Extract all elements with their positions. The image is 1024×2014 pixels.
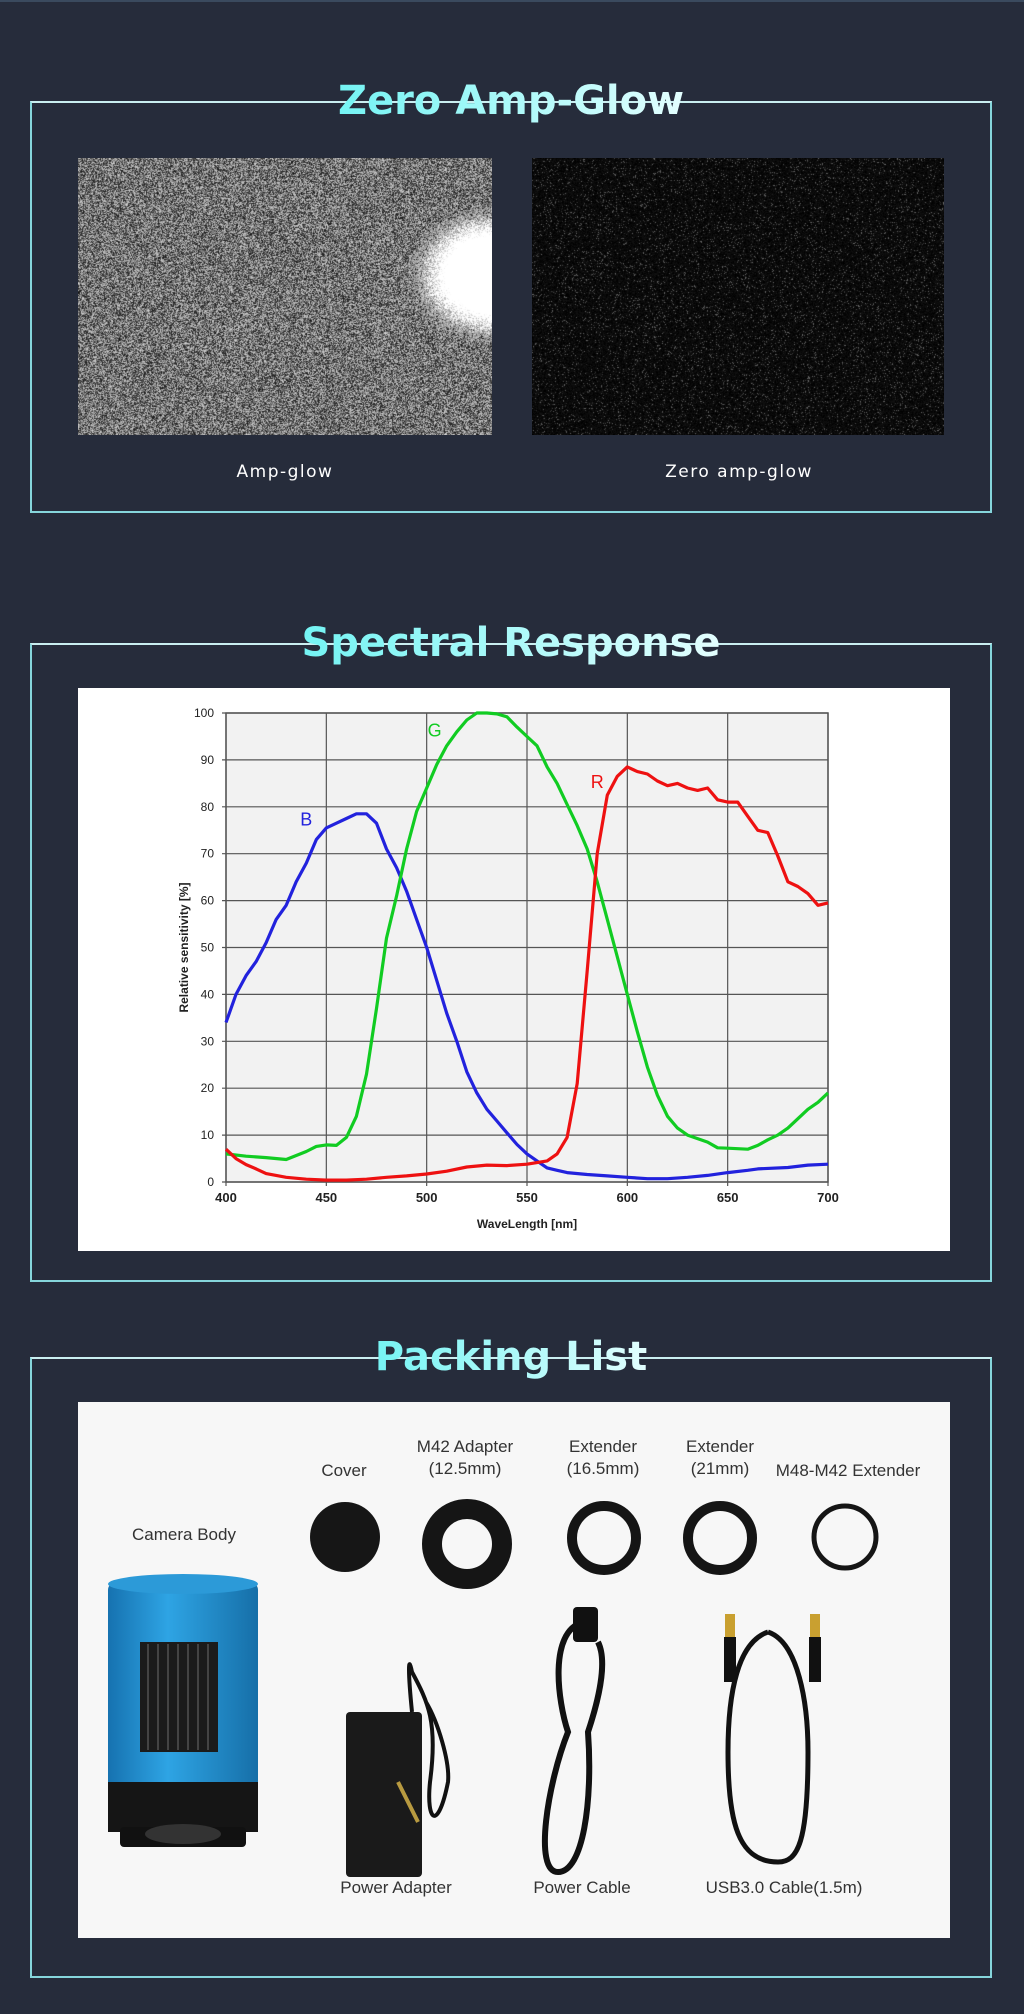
x-axis-label: WaveLength [nm] — [477, 1217, 577, 1231]
x-tick-label: 550 — [516, 1190, 538, 1205]
top-divider — [0, 0, 1024, 2]
x-tick-label: 450 — [315, 1190, 337, 1205]
y-tick-label: 40 — [201, 987, 215, 1001]
y-tick-label: 20 — [201, 1081, 215, 1095]
y-tick-label: 80 — [201, 800, 215, 814]
product-illustrations — [78, 1402, 950, 1938]
amp-glow-image — [78, 158, 492, 435]
chart-panel: 0 10 20 30 40 50 60 70 80 90 100 400 450 500 550 600 650… — [78, 688, 950, 1251]
camera-body-image — [108, 1574, 258, 1847]
packing-panel: Camera Body Cover M42 Adapter (12.5mm) Ex… — [78, 1402, 950, 1938]
spectral-chart: 0 10 20 30 40 50 60 70 80 90 100 400 450 500 550 600 650… — [78, 688, 950, 1251]
y-tick-label: 0 — [207, 1175, 214, 1189]
x-tick-label: 650 — [717, 1190, 739, 1205]
y-axis-label: Relative sensitivity [%] — [177, 882, 191, 1012]
section-spectral-response: Spectral Response 0 10 20 30 40 50 60 70 80 90 100… — [30, 643, 992, 1282]
y-tick-label: 70 — [201, 847, 215, 861]
series-label-r: R — [591, 772, 604, 792]
extender-21-image — [688, 1506, 752, 1570]
extender-16-5-image — [572, 1506, 636, 1570]
x-tick-label: 400 — [215, 1190, 237, 1205]
section-zero-amp-glow: Zero Amp-Glow Amp-glow Zero amp-glow — [30, 101, 992, 513]
section-title: Spectral Response — [285, 615, 736, 671]
zero-amp-glow-image — [532, 158, 944, 435]
y-tick-label: 50 — [201, 941, 215, 955]
y-tick-label: 90 — [201, 753, 215, 767]
zero-amp-glow-caption: Zero amp-glow — [532, 462, 946, 482]
power-cable-image — [545, 1607, 602, 1872]
section-title: Zero Amp-Glow — [322, 73, 700, 129]
m42-adapter-image — [432, 1509, 502, 1579]
y-tick-label: 10 — [201, 1128, 215, 1142]
m48-m42-extender-image — [814, 1506, 876, 1568]
section-packing-list: Packing List Camera Body Cover M42 Adapt… — [30, 1357, 992, 1978]
series-label-b: B — [300, 810, 312, 830]
x-tick-label: 600 — [616, 1190, 638, 1205]
power-adapter-image — [346, 1664, 448, 1877]
cover-image — [310, 1502, 380, 1572]
x-tick-label: 500 — [416, 1190, 438, 1205]
x-tick-label: 700 — [817, 1190, 839, 1205]
usb-cable-image — [724, 1614, 821, 1862]
amp-glow-caption: Amp-glow — [78, 462, 492, 482]
y-tick-label: 100 — [194, 706, 214, 720]
series-label-g: G — [428, 720, 442, 740]
section-title: Packing List — [359, 1329, 663, 1385]
y-tick-label: 30 — [201, 1034, 215, 1048]
y-tick-label: 60 — [201, 894, 215, 908]
